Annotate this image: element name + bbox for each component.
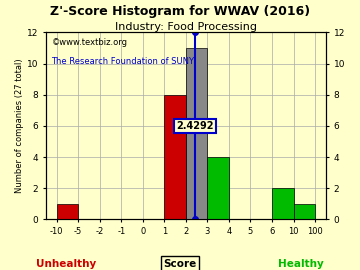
Text: Score: Score (163, 259, 197, 269)
Bar (165, 95, 186, 220)
Bar (57, 204, 78, 220)
Bar (272, 188, 293, 220)
Text: The Research Foundation of SUNY: The Research Foundation of SUNY (51, 57, 194, 66)
Bar (207, 157, 229, 220)
Y-axis label: Number of companies (27 total): Number of companies (27 total) (15, 59, 24, 193)
Text: Healthy: Healthy (278, 259, 324, 269)
Text: 2.4292: 2.4292 (176, 121, 214, 131)
Text: ©www.textbiz.org: ©www.textbiz.org (51, 38, 127, 47)
Text: Z'-Score Histogram for WWAV (2016): Z'-Score Histogram for WWAV (2016) (50, 5, 310, 18)
Bar (293, 204, 315, 220)
Title: Industry: Food Processing: Industry: Food Processing (115, 22, 257, 32)
Text: Unhealthy: Unhealthy (36, 259, 96, 269)
Bar (186, 48, 207, 220)
